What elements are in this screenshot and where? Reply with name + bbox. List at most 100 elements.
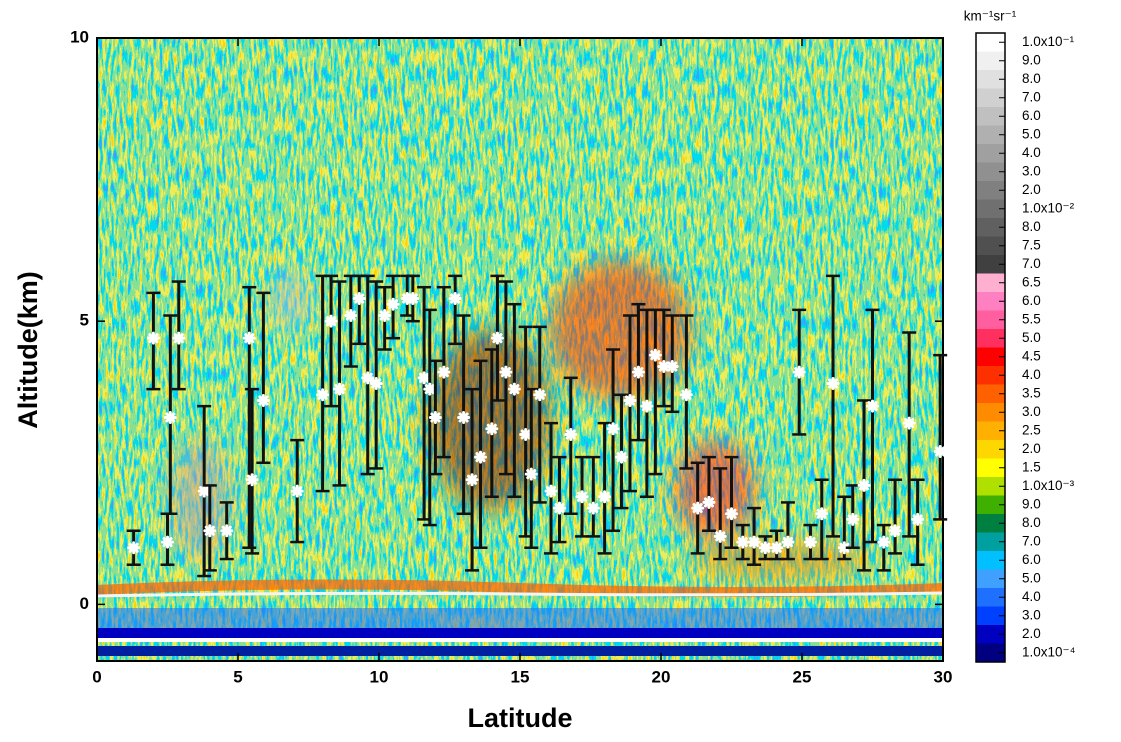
- point: [758, 541, 772, 555]
- colorbar-label: 3.0: [1022, 607, 1041, 622]
- point: [378, 309, 392, 323]
- point: [846, 512, 860, 526]
- point: [770, 541, 784, 555]
- point: [640, 399, 654, 413]
- colorbar-label: 9.0: [1022, 52, 1041, 67]
- point: [623, 393, 637, 407]
- colorbar-label: 2.0: [1022, 626, 1041, 641]
- x-tick-label: 15: [511, 667, 530, 686]
- y-tick-label: 10: [70, 27, 89, 46]
- point: [657, 359, 671, 373]
- point: [316, 388, 330, 402]
- colorbar-swatch: [976, 458, 1005, 478]
- colorbar-swatch: [976, 236, 1005, 256]
- colorbar-label: 4.0: [1022, 145, 1041, 160]
- x-tick-label: 20: [652, 667, 671, 686]
- colorbar-label: 6.0: [1022, 293, 1041, 308]
- colorbar-label: 4.5: [1022, 348, 1041, 363]
- point: [245, 473, 259, 487]
- colorbar-label: 1.0x10⁻²: [1022, 200, 1075, 215]
- colorbar-swatch: [976, 606, 1005, 626]
- point: [792, 365, 806, 379]
- colorbar-frame: [975, 32, 1006, 663]
- point: [736, 535, 750, 549]
- colorbar-label: 3.5: [1022, 385, 1041, 400]
- point: [933, 444, 947, 458]
- point: [490, 331, 504, 345]
- point: [324, 314, 338, 328]
- x-tick-label: 25: [793, 667, 812, 686]
- point: [519, 427, 533, 441]
- point: [533, 388, 547, 402]
- point: [507, 382, 521, 396]
- point: [344, 309, 358, 323]
- colorbar-swatch: [976, 218, 1005, 237]
- colorbar-swatch: [976, 347, 1005, 367]
- colorbar-swatch: [976, 551, 1005, 570]
- point: [713, 529, 727, 543]
- colorbar-label: 4.0: [1022, 367, 1041, 382]
- point: [702, 495, 716, 509]
- point: [127, 541, 141, 555]
- colorbar-swatch: [976, 144, 1005, 163]
- colorbar-swatch: [976, 440, 1005, 459]
- point: [524, 467, 538, 481]
- colorbar-label: 5.0: [1022, 126, 1041, 141]
- colorbar-swatch: [976, 532, 1005, 552]
- colorbar-swatch: [976, 329, 1005, 348]
- point: [163, 410, 177, 424]
- point: [203, 524, 217, 538]
- point: [369, 376, 383, 390]
- colorbar-unit: km⁻¹sr⁻¹: [964, 9, 1017, 24]
- colorbar-label: 3.0: [1022, 404, 1041, 419]
- colorbar-label: 8.0: [1022, 71, 1041, 86]
- point: [457, 410, 471, 424]
- point: [888, 524, 902, 538]
- colorbar-swatch: [976, 70, 1005, 89]
- point: [815, 507, 829, 521]
- colorbar-swatch: [976, 107, 1005, 126]
- point: [911, 512, 925, 526]
- point: [172, 331, 186, 345]
- point: [691, 501, 705, 515]
- point: [902, 416, 916, 430]
- colorbar-swatch: [976, 514, 1005, 533]
- point: [552, 501, 566, 515]
- point: [437, 365, 451, 379]
- y-tick-label: 5: [80, 311, 89, 330]
- colorbar-label: 2.0: [1022, 182, 1041, 197]
- point: [575, 490, 589, 504]
- colorbar-swatch: [976, 495, 1005, 515]
- point: [465, 473, 479, 487]
- point: [598, 490, 612, 504]
- point: [146, 331, 160, 345]
- point: [564, 427, 578, 441]
- colorbar-label: 4.0: [1022, 589, 1041, 604]
- colorbar-swatch: [976, 477, 1005, 496]
- point: [361, 371, 375, 385]
- colorbar-label: 7.0: [1022, 89, 1041, 104]
- colorbar-swatch: [976, 384, 1005, 404]
- point: [679, 388, 693, 402]
- x-tick-label: 10: [370, 667, 389, 686]
- x-tick-label: 5: [233, 667, 242, 686]
- colorbar-label: 6.5: [1022, 274, 1041, 289]
- colorbar-swatch: [976, 292, 1005, 311]
- point: [423, 382, 437, 396]
- point: [256, 393, 270, 407]
- colorbar-label: 5.0: [1022, 330, 1041, 345]
- backscatter-image: [97, 38, 943, 661]
- point: [803, 535, 817, 549]
- point: [406, 292, 420, 306]
- colorbar-swatch: [976, 625, 1005, 644]
- colorbar-swatch: [976, 33, 1005, 52]
- point: [826, 376, 840, 390]
- point: [866, 399, 879, 413]
- point: [474, 450, 488, 464]
- point: [448, 292, 462, 306]
- colorbar-label: 7.0: [1022, 533, 1041, 548]
- x-tick-label: 30: [934, 667, 953, 686]
- point: [290, 484, 304, 498]
- point: [242, 331, 256, 345]
- colorbar-label: 7.5: [1022, 237, 1041, 252]
